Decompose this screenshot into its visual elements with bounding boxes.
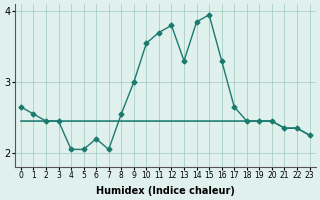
X-axis label: Humidex (Indice chaleur): Humidex (Indice chaleur) — [96, 186, 235, 196]
